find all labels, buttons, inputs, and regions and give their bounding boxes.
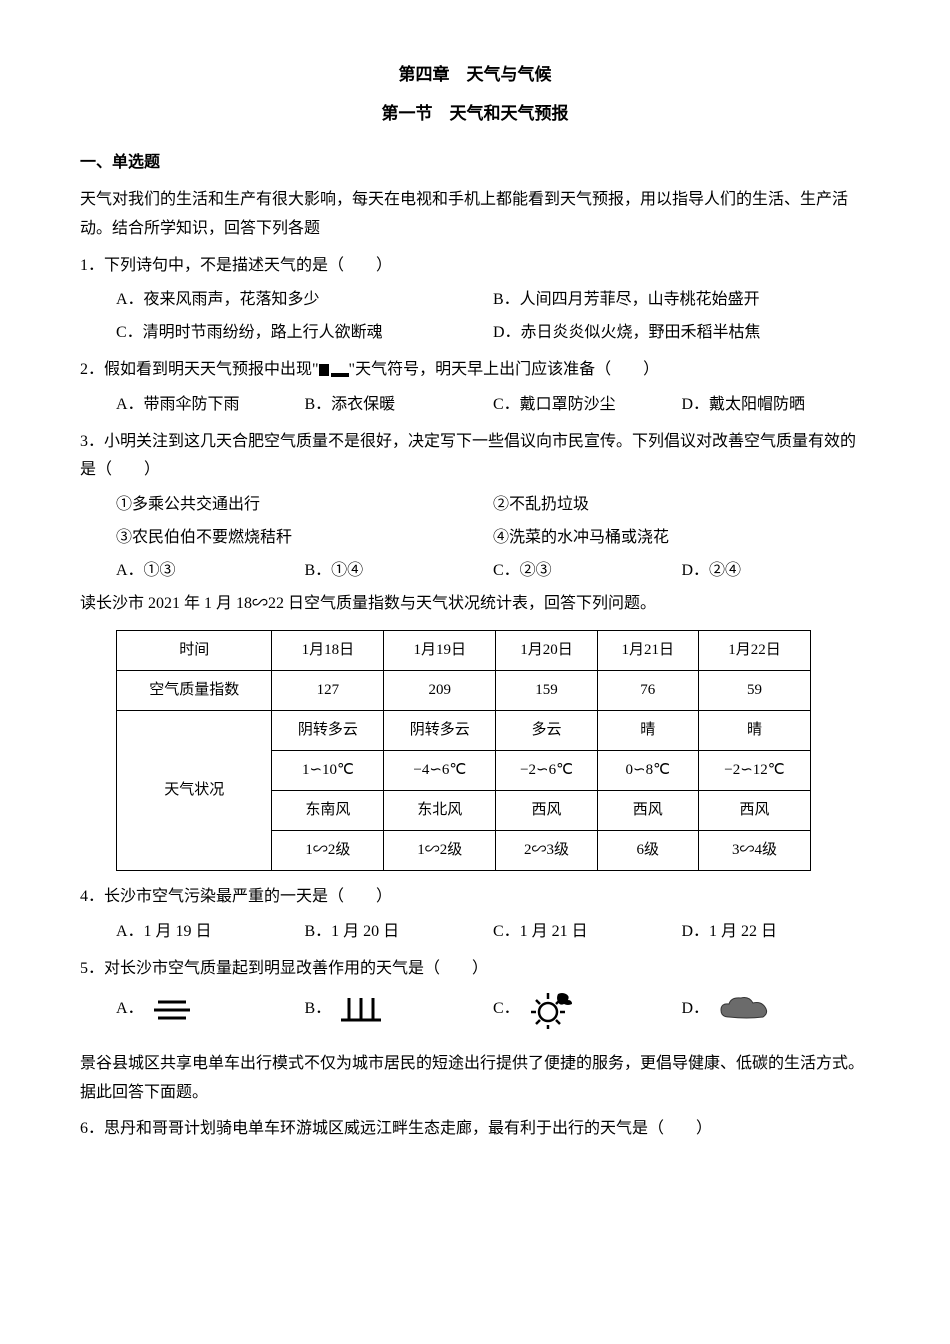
- rain-icon: [339, 994, 383, 1026]
- q5-option-a: A．: [116, 995, 305, 1024]
- section-title: 第一节 天气和天气预报: [80, 99, 870, 130]
- th-time: 时间: [117, 631, 272, 671]
- q3-item-2: ②不乱扔垃圾: [493, 491, 870, 520]
- passage-2: 读长沙市 2021 年 1 月 18∽22 日空气质量指数与天气状况统计表，回答…: [80, 590, 870, 619]
- question-6: 6．思丹和哥哥计划骑电单车环游城区威远江畔生态走廊，最有利于出行的天气是（ ）: [80, 1115, 870, 1144]
- temp-5: −2∽12℃: [698, 751, 810, 791]
- q2-option-c: C．戴口罩防沙尘: [493, 391, 682, 420]
- fog-icon: [152, 996, 192, 1024]
- wdir-5: 西风: [698, 791, 810, 831]
- aqi-2: 209: [384, 671, 496, 711]
- q5-c-label: C．: [493, 995, 520, 1024]
- passage-1: 天气对我们的生活和生产有很大影响，每天在电视和手机上都能看到天气预报，用以指导人…: [80, 186, 870, 244]
- q5-d-label: D．: [682, 995, 710, 1024]
- q5-option-c: C．: [493, 990, 682, 1030]
- desc-4: 晴: [597, 711, 698, 751]
- q2-option-a: A．带雨伞防下雨: [116, 391, 305, 420]
- q1-option-c: C．清明时节雨纷纷，路上行人欲断魂: [116, 319, 493, 348]
- question-2: 2．假如看到明天天气预报中出现" "天气符号，明天早上出门应该准备（ ） A．带雨…: [80, 356, 870, 420]
- q3-item-1: ①多乘公共交通出行: [116, 491, 493, 520]
- wlvl-2: 1∽2级: [384, 831, 496, 871]
- q3-option-c: C．②③: [493, 557, 682, 586]
- wlvl-3: 2∽3级: [496, 831, 598, 871]
- q5-option-d: D．: [682, 995, 871, 1025]
- q2-option-d: D．戴太阳帽防晒: [682, 391, 871, 420]
- desc-3: 多云: [496, 711, 598, 751]
- q4-text: 4．长沙市空气污染最严重的一天是（ ）: [80, 883, 870, 912]
- sunny-icon: [528, 990, 574, 1030]
- q4-option-b: B．1 月 20 日: [305, 918, 494, 947]
- aqi-3: 159: [496, 671, 598, 711]
- wdir-2: 东北风: [384, 791, 496, 831]
- q1-option-a: A．夜来风雨声，花落知多少: [116, 286, 493, 315]
- th-day5: 1月22日: [698, 631, 810, 671]
- q1-option-b: B．人间四月芳菲尽，山寺桃花始盛开: [493, 286, 870, 315]
- q4-option-a: A．1 月 19 日: [116, 918, 305, 947]
- q5-text: 5．对长沙市空气质量起到明显改善作用的天气是（ ）: [80, 955, 870, 984]
- aqi-1: 127: [272, 671, 384, 711]
- section-header: 一、单选题: [80, 149, 870, 178]
- wdir-3: 西风: [496, 791, 598, 831]
- aqi-5: 59: [698, 671, 810, 711]
- q3-item-3: ③农民伯伯不要燃烧秸秆: [116, 524, 493, 553]
- q2-text: 2．假如看到明天天气预报中出现" "天气符号，明天早上出门应该准备（ ）: [80, 356, 870, 385]
- th-day3: 1月20日: [496, 631, 598, 671]
- aqi-4: 76: [597, 671, 698, 711]
- q5-a-label: A．: [116, 995, 144, 1024]
- q1-text: 1．下列诗句中，不是描述天气的是（ ）: [80, 252, 870, 281]
- q1-option-d: D．赤日炎炎似火烧，野田禾稻半枯焦: [493, 319, 870, 348]
- question-5: 5．对长沙市空气质量起到明显改善作用的天气是（ ） A． B．: [80, 955, 870, 1030]
- wlvl-5: 3∽4级: [698, 831, 810, 871]
- q5-b-label: B．: [305, 995, 332, 1024]
- wdir-4: 西风: [597, 791, 698, 831]
- q3-option-d: D．②④: [682, 557, 871, 586]
- q3-item-4: ④洗菜的水冲马桶或浇花: [493, 524, 870, 553]
- cloudy-icon: [717, 995, 771, 1025]
- wlvl-1: 1∽2级: [272, 831, 384, 871]
- q4-option-d: D．1 月 22 日: [682, 918, 871, 947]
- q2-option-b: B．添衣保暖: [305, 391, 494, 420]
- dust-storm-icon: [319, 363, 349, 377]
- chapter-title: 第四章 天气与气候: [80, 60, 870, 91]
- table-row-aqi: 空气质量指数 127 209 159 76 59: [117, 671, 811, 711]
- q5-option-b: B．: [305, 994, 494, 1026]
- question-3: 3．小明关注到这几天合肥空气质量不是很好，决定写下一些倡议向市民宣传。下列倡议对…: [80, 428, 870, 586]
- temp-4: 0∽8℃: [597, 751, 698, 791]
- temp-1: 1∽10℃: [272, 751, 384, 791]
- wdir-1: 东南风: [272, 791, 384, 831]
- desc-1: 阴转多云: [272, 711, 384, 751]
- desc-5: 晴: [698, 711, 810, 751]
- wlvl-4: 6级: [597, 831, 698, 871]
- q2-text-after: "天气符号，明天早上出门应该准备（ ）: [349, 361, 660, 378]
- q6-text: 6．思丹和哥哥计划骑电单车环游城区威远江畔生态走廊，最有利于出行的天气是（ ）: [80, 1115, 870, 1144]
- th-day1: 1月18日: [272, 631, 384, 671]
- q3-option-a: A．①③: [116, 557, 305, 586]
- q3-text: 3．小明关注到这几天合肥空气质量不是很好，决定写下一些倡议向市民宣传。下列倡议对…: [80, 428, 870, 486]
- q4-option-c: C．1 月 21 日: [493, 918, 682, 947]
- question-4: 4．长沙市空气污染最严重的一天是（ ） A．1 月 19 日 B．1 月 20 …: [80, 883, 870, 947]
- passage-3: 景谷县城区共享电单车出行模式不仅为城市居民的短途出行提供了便捷的服务，更倡导健康…: [80, 1050, 870, 1108]
- temp-2: −4∽6℃: [384, 751, 496, 791]
- th-day4: 1月21日: [597, 631, 698, 671]
- table-row-header: 时间 1月18日 1月19日 1月20日 1月21日 1月22日: [117, 631, 811, 671]
- q3-option-b: B．①④: [305, 557, 494, 586]
- desc-2: 阴转多云: [384, 711, 496, 751]
- weather-table: 时间 1月18日 1月19日 1月20日 1月21日 1月22日 空气质量指数 …: [116, 630, 811, 871]
- th-day2: 1月19日: [384, 631, 496, 671]
- question-1: 1．下列诗句中，不是描述天气的是（ ） A．夜来风雨声，花落知多少 B．人间四月…: [80, 252, 870, 348]
- weather-label: 天气状况: [117, 711, 272, 871]
- table-row-desc: 天气状况 阴转多云 阴转多云 多云 晴 晴: [117, 711, 811, 751]
- aqi-label: 空气质量指数: [117, 671, 272, 711]
- temp-3: −2∽6℃: [496, 751, 598, 791]
- q2-text-before: 2．假如看到明天天气预报中出现": [80, 361, 319, 378]
